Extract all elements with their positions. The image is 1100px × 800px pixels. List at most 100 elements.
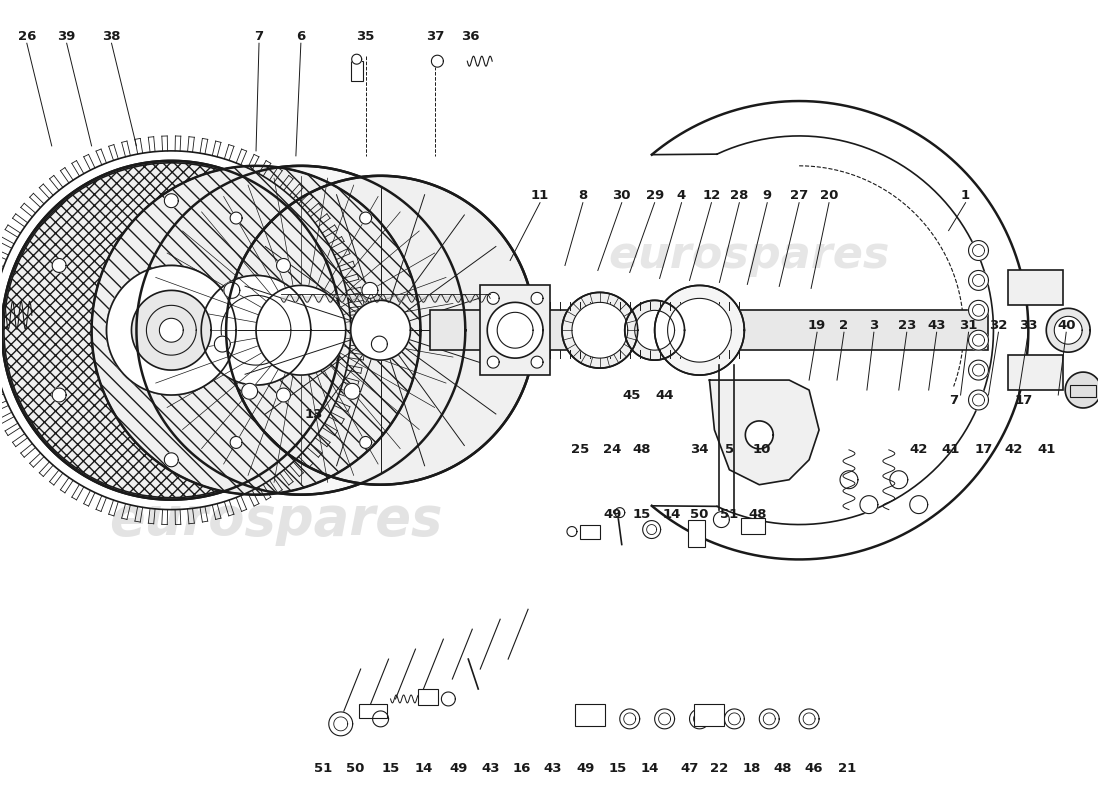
Polygon shape	[2, 161, 341, 500]
Polygon shape	[351, 300, 410, 360]
Polygon shape	[276, 258, 290, 273]
Text: 14: 14	[415, 762, 432, 775]
Polygon shape	[714, 512, 729, 527]
Polygon shape	[201, 275, 311, 385]
Polygon shape	[487, 302, 543, 358]
Polygon shape	[968, 241, 989, 261]
Polygon shape	[531, 356, 543, 368]
Polygon shape	[132, 290, 211, 370]
Text: 32: 32	[989, 318, 1008, 332]
Text: 23: 23	[898, 318, 916, 332]
Polygon shape	[1054, 316, 1082, 344]
Text: 7: 7	[949, 394, 958, 406]
Polygon shape	[725, 709, 745, 729]
Polygon shape	[968, 390, 989, 410]
Bar	[741, 518, 766, 534]
Text: 1: 1	[961, 190, 970, 202]
Text: 20: 20	[820, 190, 838, 202]
Polygon shape	[668, 298, 732, 362]
Polygon shape	[840, 470, 858, 489]
Bar	[1009, 270, 1064, 306]
Polygon shape	[230, 212, 242, 224]
Circle shape	[91, 166, 420, 494]
Polygon shape	[572, 302, 628, 358]
Text: 5: 5	[725, 443, 734, 456]
Text: 42: 42	[910, 443, 928, 456]
Text: 43: 43	[481, 762, 499, 775]
Text: 6: 6	[296, 30, 306, 42]
Polygon shape	[230, 437, 242, 449]
Text: 18: 18	[742, 762, 760, 775]
Text: 48: 48	[773, 762, 791, 775]
Text: 43: 43	[927, 318, 946, 332]
Polygon shape	[441, 692, 455, 706]
Text: 27: 27	[790, 190, 808, 202]
Bar	[351, 61, 363, 81]
Polygon shape	[487, 356, 499, 368]
Text: 3: 3	[869, 318, 879, 332]
Polygon shape	[625, 300, 684, 360]
Text: 25: 25	[571, 443, 588, 456]
Text: 49: 49	[449, 762, 468, 775]
Bar	[418, 689, 439, 705]
Circle shape	[201, 275, 311, 385]
Text: 2: 2	[839, 318, 848, 332]
Polygon shape	[968, 360, 989, 380]
Text: 49: 49	[576, 762, 595, 775]
Bar	[688, 519, 705, 547]
Polygon shape	[373, 711, 388, 727]
Text: 15: 15	[382, 762, 399, 775]
Polygon shape	[352, 54, 362, 64]
Text: 49: 49	[604, 508, 622, 521]
Text: 28: 28	[730, 190, 748, 202]
Polygon shape	[615, 508, 625, 518]
Text: 29: 29	[646, 190, 663, 202]
Text: 41: 41	[942, 443, 960, 456]
Polygon shape	[136, 166, 465, 494]
Polygon shape	[160, 318, 184, 342]
Bar	[575, 704, 605, 726]
Polygon shape	[52, 258, 66, 273]
Polygon shape	[360, 437, 372, 449]
Polygon shape	[890, 470, 908, 489]
Polygon shape	[619, 709, 640, 729]
Polygon shape	[968, 330, 989, 350]
Bar	[694, 704, 725, 726]
Polygon shape	[654, 286, 745, 375]
Polygon shape	[214, 336, 230, 352]
Polygon shape	[1065, 372, 1100, 408]
Polygon shape	[562, 292, 638, 368]
Text: 48: 48	[632, 443, 651, 456]
Text: 50: 50	[346, 762, 365, 775]
Polygon shape	[256, 286, 345, 375]
Polygon shape	[344, 383, 360, 399]
Polygon shape	[164, 453, 178, 466]
Text: eurospares: eurospares	[608, 234, 890, 277]
Text: 39: 39	[57, 30, 76, 42]
Polygon shape	[642, 521, 661, 538]
Text: 15: 15	[632, 508, 651, 521]
Polygon shape	[487, 292, 499, 304]
Text: 44: 44	[656, 389, 674, 402]
Polygon shape	[654, 709, 674, 729]
Text: 50: 50	[691, 508, 708, 521]
Polygon shape	[242, 383, 257, 399]
Polygon shape	[431, 55, 443, 67]
Text: eurospares: eurospares	[109, 494, 442, 546]
Polygon shape	[52, 388, 66, 402]
Text: 30: 30	[613, 190, 631, 202]
Polygon shape	[531, 292, 543, 304]
Text: 13: 13	[305, 409, 323, 422]
Polygon shape	[362, 282, 378, 298]
Polygon shape	[227, 176, 535, 485]
Text: 41: 41	[1037, 443, 1056, 456]
Text: 51: 51	[314, 762, 332, 775]
Polygon shape	[910, 496, 927, 514]
Text: 14: 14	[640, 762, 659, 775]
Bar	[580, 525, 600, 538]
Text: 36: 36	[461, 30, 480, 42]
Text: 47: 47	[680, 762, 698, 775]
Text: 15: 15	[608, 762, 627, 775]
Polygon shape	[690, 709, 710, 729]
Text: 17: 17	[975, 443, 992, 456]
